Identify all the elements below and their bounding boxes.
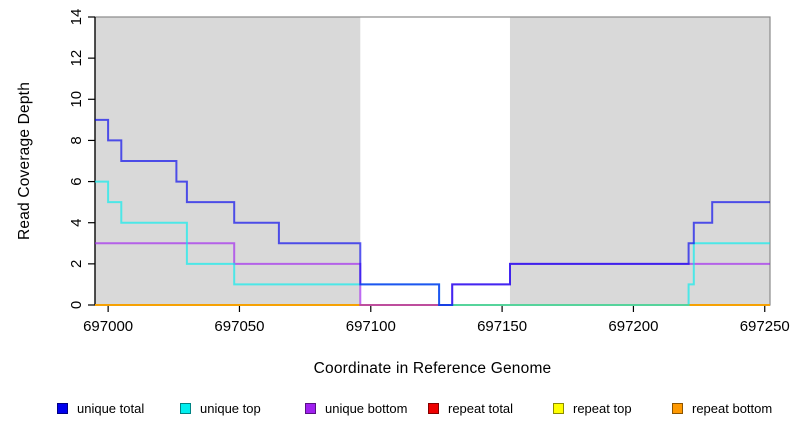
legend-label: unique top — [200, 400, 261, 416]
repeat-top-swatch-icon — [553, 402, 564, 414]
unique-total-swatch-icon — [57, 402, 68, 414]
masked-region-1 — [509, 17, 770, 305]
coverage-chart: 697000 697050 697100 697150 697200 697250 0 2 4 6… — [68, 9, 790, 335]
x-tick-label: 697200 — [608, 318, 658, 335]
chart-legend: unique total unique top unique bottom repea… — [0, 400, 792, 420]
y-tick-label: 8 — [68, 136, 85, 144]
y-axis-title: Read Coverage Depth — [16, 81, 33, 241]
repeat-bottom-swatch-icon — [672, 402, 683, 414]
y-tick-label: 10 — [68, 91, 85, 108]
repeat-total-swatch-icon — [428, 402, 439, 414]
x-tick-label: 697000 — [83, 318, 133, 335]
legend-item-repeat-top: repeat top — [553, 400, 632, 416]
legend-item-repeat-total: repeat total — [428, 400, 513, 416]
legend-label: repeat total — [448, 400, 514, 416]
x-axis-title: Coordinate in Reference Genome — [313, 360, 552, 377]
unique-bottom-swatch-icon — [305, 402, 316, 414]
x-tick-label: 697250 — [740, 318, 790, 335]
legend-label: unique bottom — [325, 400, 408, 416]
x-tick-label: 697150 — [477, 318, 527, 335]
legend-item-repeat-bottom: repeat bottom — [672, 400, 772, 416]
y-tick-label: 12 — [68, 50, 85, 67]
series-unique-total — [95, 118, 770, 306]
unique-top-swatch-icon — [180, 402, 191, 414]
y-tick-label: 6 — [68, 177, 85, 185]
series-unique-top — [95, 180, 770, 306]
legend-label: repeat bottom — [692, 400, 773, 416]
y-tick-label: 0 — [68, 301, 85, 309]
legend-item-unique-bottom: unique bottom — [305, 400, 407, 416]
x-tick-label: 697100 — [346, 318, 396, 335]
legend-item-unique-total: unique total — [57, 400, 144, 416]
legend-item-unique-top: unique top — [180, 400, 261, 416]
legend-label: repeat top — [573, 400, 632, 416]
y-tick-label: 14 — [68, 9, 85, 26]
x-tick-label: 697050 — [214, 318, 264, 335]
y-tick-label: 2 — [68, 260, 85, 268]
legend-label: unique total — [77, 400, 145, 416]
y-tick-label: 4 — [68, 219, 85, 227]
